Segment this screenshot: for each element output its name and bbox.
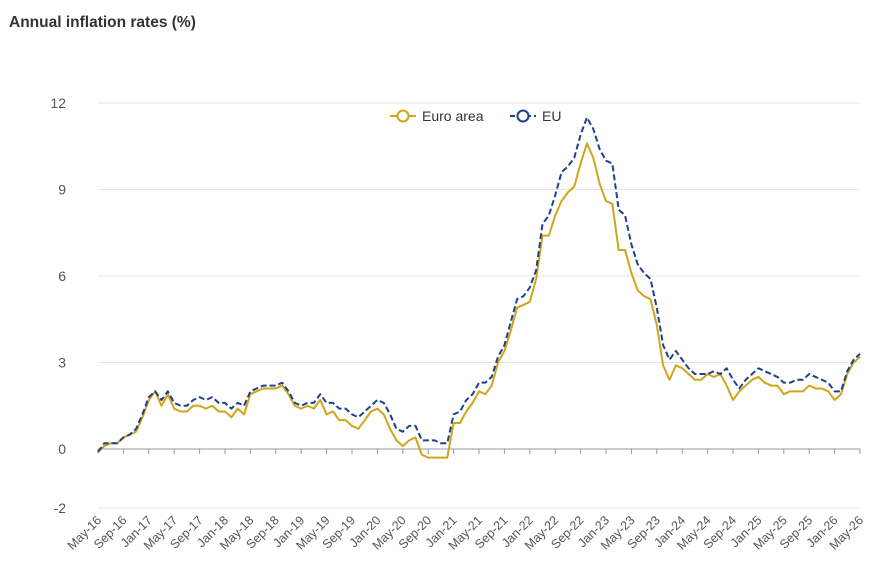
y-tick-label: 0 [58, 441, 66, 457]
series-line-eu [97, 116, 861, 453]
y-axis: -2 0 3 6 9 12 [50, 95, 66, 516]
y-tick-label: -2 [54, 500, 67, 516]
series-line-euro-area [97, 142, 861, 459]
y-tick-label: 3 [58, 355, 66, 371]
y-tick-label: 12 [50, 95, 66, 111]
legend-label: Euro area [422, 108, 484, 124]
grid-layer [98, 102, 860, 509]
legend-item-eu[interactable]: EU [510, 108, 561, 124]
x-axis: May-16Sep-16Jan-17May-17Sep-17Jan-18May-… [65, 448, 866, 553]
series-layer [97, 116, 861, 459]
legend-marker [396, 109, 410, 123]
legend-label: EU [542, 108, 561, 124]
legend-item-euro-area[interactable]: Euro area [390, 108, 484, 124]
y-tick-label: 9 [58, 182, 66, 198]
chart-title: Annual inflation rates (%) [9, 14, 196, 31]
y-tick-label: 6 [58, 268, 66, 284]
legend: Euro area EU [390, 108, 561, 124]
legend-marker [516, 109, 530, 123]
